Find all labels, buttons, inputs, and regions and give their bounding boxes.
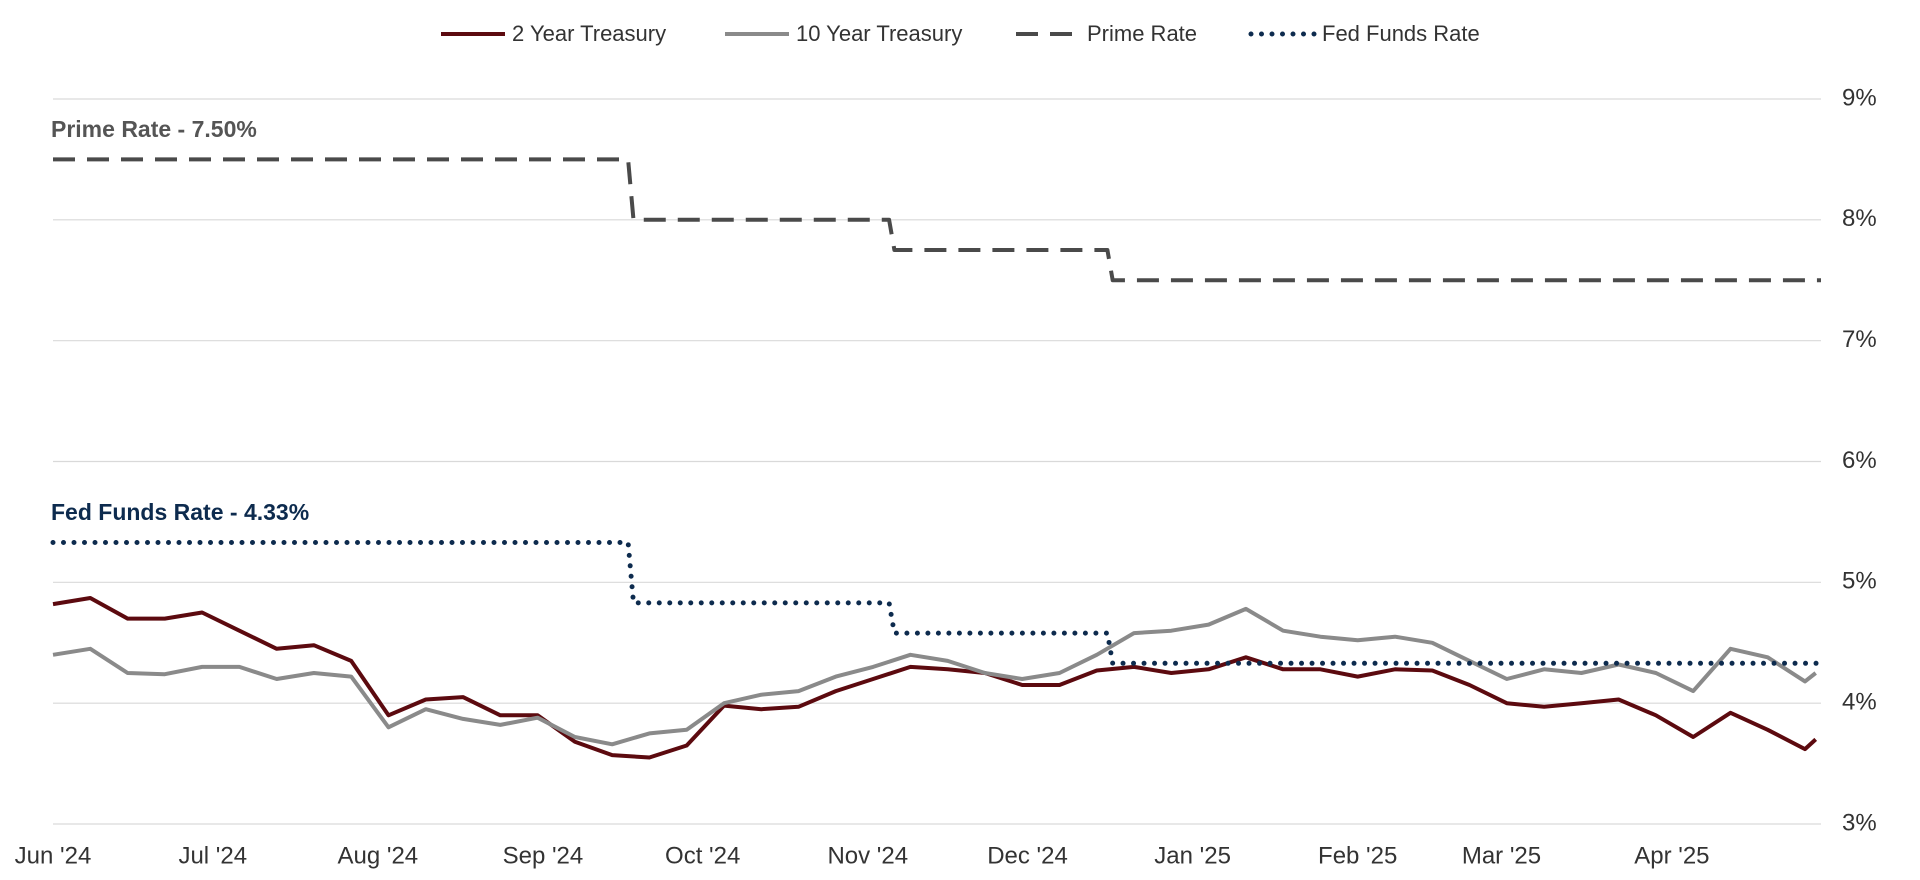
x-tick-label: Feb '25 bbox=[1318, 842, 1397, 869]
y-tick-label: 8% bbox=[1842, 205, 1877, 232]
annotation: Fed Funds Rate - 4.33% bbox=[51, 499, 309, 525]
legend-label: 10 Year Treasury bbox=[796, 21, 962, 46]
legend-label: Fed Funds Rate bbox=[1322, 21, 1480, 46]
legend-label: Prime Rate bbox=[1087, 21, 1197, 46]
series-line bbox=[53, 157, 1821, 283]
x-tick-label: Aug '24 bbox=[338, 842, 419, 869]
y-tick-label: 5% bbox=[1842, 568, 1877, 595]
x-tick-label: Dec '24 bbox=[987, 842, 1068, 869]
x-tick-label: Jul '24 bbox=[178, 842, 247, 869]
y-tick-label: 6% bbox=[1842, 447, 1877, 474]
y-tick-label: 3% bbox=[1842, 809, 1877, 836]
x-tick-label: Jun '24 bbox=[15, 842, 92, 869]
x-tick-label: Apr '25 bbox=[1634, 842, 1709, 869]
x-tick-label: Sep '24 bbox=[503, 842, 584, 869]
series-line bbox=[52, 606, 1817, 747]
x-tick-label: Jan '25 bbox=[1154, 842, 1231, 869]
series-line bbox=[52, 596, 1818, 760]
x-tick-label: Nov '24 bbox=[827, 842, 908, 869]
annotation: Prime Rate - 7.50% bbox=[51, 116, 257, 142]
y-tick-label: 7% bbox=[1842, 326, 1877, 353]
x-tick-label: Oct '24 bbox=[665, 842, 740, 869]
legend-label: 2 Year Treasury bbox=[512, 21, 666, 46]
y-tick-label: 4% bbox=[1842, 689, 1877, 716]
y-tick-label: 9% bbox=[1842, 84, 1877, 111]
x-tick-label: Mar '25 bbox=[1462, 842, 1541, 869]
